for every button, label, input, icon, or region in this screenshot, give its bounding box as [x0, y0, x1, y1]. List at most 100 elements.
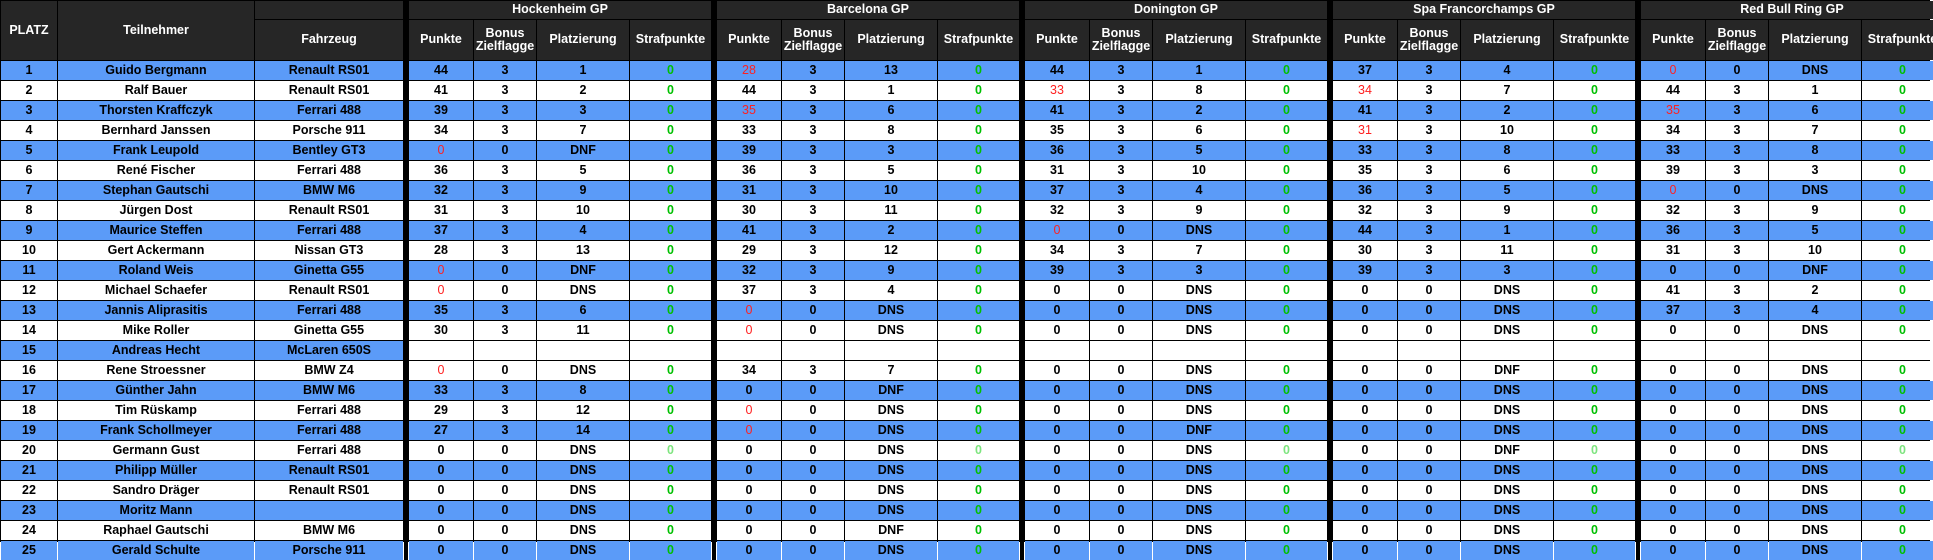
- cell-race-value: 0: [1246, 161, 1327, 180]
- cell-race-value: 0: [782, 461, 844, 480]
- cell-race-value: 3: [474, 101, 536, 120]
- cell-race-value: 3: [782, 141, 844, 160]
- cell-race-value: 0: [938, 421, 1019, 440]
- cell-race-value: 31: [409, 201, 473, 220]
- cell-race-value: 0: [1862, 541, 1933, 560]
- cell-race-value: 3: [782, 201, 844, 220]
- cell-race-value: 37: [717, 281, 781, 300]
- cell-race-value: 32: [717, 261, 781, 280]
- cell-race-value: 0: [1862, 401, 1933, 420]
- cell-race-value: 36: [717, 161, 781, 180]
- column-header: Platzierung: [537, 20, 629, 60]
- cell-race-value: 3: [1090, 241, 1152, 260]
- cell-race-value: 0: [1706, 181, 1768, 200]
- cell-race-value: 32: [1333, 201, 1397, 220]
- cell-race-value: [1246, 341, 1327, 360]
- cell-platz: 17: [1, 381, 57, 400]
- cell-driver-name: Rene Stroessner: [58, 361, 254, 380]
- cell-race-value: 0: [1641, 181, 1705, 200]
- cell-race-value: 35: [1333, 161, 1397, 180]
- cell-race-value: 1: [537, 61, 629, 80]
- cell-race-value: 10: [1769, 241, 1861, 260]
- cell-race-value: DNS: [1153, 381, 1245, 400]
- cell-race-value: 0: [1862, 521, 1933, 540]
- cell-race-value: 35: [717, 101, 781, 120]
- cell-race-value: 3: [474, 421, 536, 440]
- cell-car: BMW M6: [255, 521, 403, 540]
- cell-driver-name: Jannis Aliprasitis: [58, 301, 254, 320]
- cell-race-value: 0: [938, 261, 1019, 280]
- race-separator: [1020, 1, 1024, 560]
- cell-race-value: 0: [1862, 361, 1933, 380]
- cell-race-value: 0: [1706, 381, 1768, 400]
- cell-race-value: 0: [717, 421, 781, 440]
- cell-car: Ferrari 488: [255, 441, 403, 460]
- cell-race-value: 8: [1769, 141, 1861, 160]
- cell-platz: 24: [1, 521, 57, 540]
- cell-race-value: DNF: [537, 141, 629, 160]
- cell-race-value: DNS: [845, 481, 937, 500]
- cell-race-value: 0: [1862, 501, 1933, 520]
- cell-race-value: 41: [1333, 101, 1397, 120]
- cell-race-value: 0: [1554, 61, 1635, 80]
- cell-race-value: 0: [1641, 361, 1705, 380]
- cell-race-value: 0: [1246, 61, 1327, 80]
- cell-race-value: 3: [474, 181, 536, 200]
- cell-race-value: 0: [1246, 321, 1327, 340]
- cell-race-value: 28: [717, 61, 781, 80]
- cell-race-value: 0: [1554, 301, 1635, 320]
- cell-race-value: 0: [938, 201, 1019, 220]
- cell-race-value: 12: [537, 401, 629, 420]
- cell-platz: 18: [1, 401, 57, 420]
- cell-platz: 23: [1, 501, 57, 520]
- cell-race-value: DNS: [1769, 421, 1861, 440]
- cell-driver-name: Tim Rüskamp: [58, 401, 254, 420]
- cell-race-value: 3: [474, 121, 536, 140]
- cell-race-value: 0: [1025, 521, 1089, 540]
- cell-race-value: 0: [1554, 161, 1635, 180]
- cell-race-value: 0: [1246, 381, 1327, 400]
- cell-race-value: 3: [1153, 261, 1245, 280]
- cell-race-value: 0: [1641, 521, 1705, 540]
- cell-race-value: 3: [474, 381, 536, 400]
- cell-race-value: 39: [717, 141, 781, 160]
- cell-car: [255, 501, 403, 520]
- cell-race-value: 0: [1706, 321, 1768, 340]
- cell-race-value: 9: [1153, 201, 1245, 220]
- cell-race-value: 1: [1769, 81, 1861, 100]
- cell-race-value: 0: [1706, 461, 1768, 480]
- cell-race-value: 0: [1554, 401, 1635, 420]
- cell-race-value: 3: [1090, 101, 1152, 120]
- cell-race-value: DNS: [1153, 541, 1245, 560]
- cell-race-value: 0: [1554, 501, 1635, 520]
- cell-race-value: 5: [845, 161, 937, 180]
- cell-driver-name: Guido Bergmann: [58, 61, 254, 80]
- cell-race-value: 30: [717, 201, 781, 220]
- cell-race-value: DNS: [1153, 281, 1245, 300]
- cell-race-value: [630, 341, 711, 360]
- cell-race-value: 0: [409, 541, 473, 560]
- cell-race-value: 1: [845, 81, 937, 100]
- cell-race-value: DNS: [1769, 401, 1861, 420]
- cell-race-value: 0: [717, 521, 781, 540]
- cell-race-value: 27: [409, 421, 473, 440]
- cell-car: Renault RS01: [255, 201, 403, 220]
- cell-race-value: DNS: [1769, 481, 1861, 500]
- cell-car: McLaren 650S: [255, 341, 403, 360]
- cell-race-value: DNS: [845, 301, 937, 320]
- cell-race-value: 4: [1461, 61, 1553, 80]
- cell-race-value: 0: [1246, 441, 1327, 460]
- cell-platz: 9: [1, 221, 57, 240]
- cell-race-value: 0: [1246, 541, 1327, 560]
- cell-race-value: 0: [630, 361, 711, 380]
- race-separator: [712, 1, 716, 560]
- cell-race-value: 0: [1862, 241, 1933, 260]
- cell-race-value: 36: [409, 161, 473, 180]
- header-platz: PLATZ: [1, 1, 57, 60]
- cell-driver-name: Germann Gust: [58, 441, 254, 460]
- cell-race-value: 3: [1706, 201, 1768, 220]
- cell-platz: 21: [1, 461, 57, 480]
- cell-race-value: 2: [537, 81, 629, 100]
- cell-driver-name: Frank Leupold: [58, 141, 254, 160]
- cell-race-value: 8: [537, 381, 629, 400]
